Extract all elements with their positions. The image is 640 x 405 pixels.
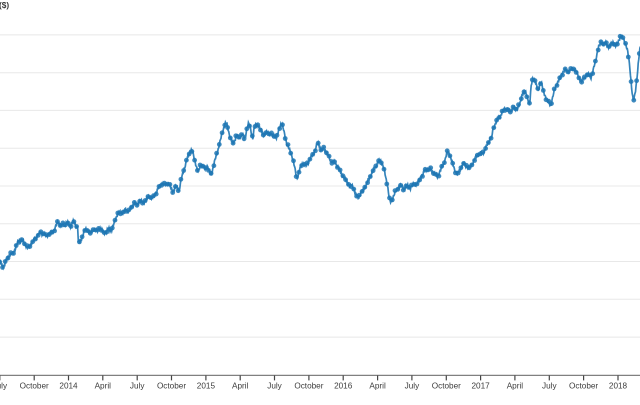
svg-text:April: April [369, 382, 386, 391]
svg-text:($): ($) [0, 0, 9, 10]
svg-text:October: October [20, 382, 49, 391]
svg-text:April: April [507, 382, 524, 391]
svg-text:2015: 2015 [197, 382, 216, 391]
svg-text:July: July [0, 382, 8, 391]
svg-text:July: July [267, 382, 282, 391]
svg-text:2018: 2018 [609, 382, 628, 391]
svg-text:October: October [432, 382, 461, 391]
svg-text:October: October [569, 382, 598, 391]
svg-text:July: July [405, 382, 420, 391]
svg-text:April: April [232, 382, 249, 391]
svg-text:2014: 2014 [59, 382, 78, 391]
svg-text:April: April [95, 382, 112, 391]
svg-text:July: July [542, 382, 557, 391]
svg-text:October: October [294, 382, 323, 391]
svg-text:2016: 2016 [334, 382, 353, 391]
svg-text:2017: 2017 [471, 382, 490, 391]
svg-text:July: July [130, 382, 145, 391]
svg-text:October: October [157, 382, 186, 391]
